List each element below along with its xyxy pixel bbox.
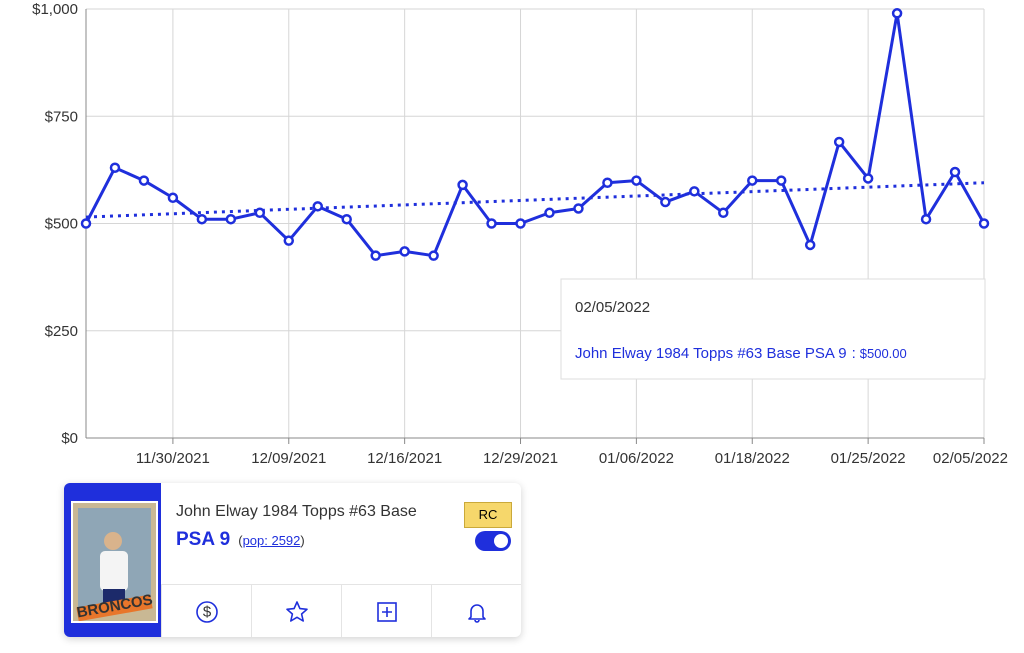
point bbox=[602, 177, 613, 188]
y-tick-label: $250 bbox=[45, 323, 78, 340]
point bbox=[689, 186, 700, 197]
point bbox=[544, 207, 555, 219]
chart: $0 $250 $500 $750 $1,000 11/30/2021 12/09/2021… bbox=[32, 1, 1008, 467]
y-tick-label: $1,000 bbox=[32, 1, 78, 18]
x-tick-label: 11/30/2021 bbox=[136, 450, 210, 467]
x-tick-label: 12/29/2021 bbox=[483, 450, 558, 467]
toggle[interactable] bbox=[475, 531, 511, 551]
point bbox=[978, 218, 990, 229]
point bbox=[573, 203, 584, 214]
point bbox=[862, 173, 874, 184]
point bbox=[109, 162, 121, 173]
point bbox=[167, 192, 179, 204]
rc-badge: RC bbox=[464, 502, 512, 528]
pop-close: ) bbox=[300, 533, 305, 548]
point bbox=[283, 235, 295, 246]
point bbox=[631, 175, 642, 186]
pop-link[interactable]: pop: 2592 bbox=[242, 533, 301, 548]
price-icon: $ bbox=[195, 600, 218, 623]
point bbox=[920, 213, 932, 225]
point bbox=[515, 218, 526, 229]
point bbox=[399, 246, 410, 257]
x-tick-label: 12/16/2021 bbox=[367, 450, 442, 467]
tooltip-separator: : bbox=[852, 345, 856, 362]
point bbox=[428, 250, 439, 261]
point bbox=[718, 207, 729, 219]
card-side: BRONCOS bbox=[64, 483, 161, 637]
point bbox=[138, 175, 150, 186]
point bbox=[486, 218, 497, 229]
add-button[interactable] bbox=[341, 585, 431, 637]
star-icon bbox=[285, 600, 308, 622]
card-grade: PSA 9 bbox=[176, 529, 231, 550]
bell-icon bbox=[467, 603, 486, 623]
point bbox=[225, 213, 237, 225]
y-tick-label: $0 bbox=[61, 430, 78, 447]
x-tick-label: 01/06/2022 bbox=[599, 450, 674, 467]
card-grade-row: PSA 9 (pop: 2592) bbox=[176, 529, 417, 551]
tooltip-box bbox=[560, 278, 986, 380]
add-icon bbox=[376, 601, 397, 622]
x-tick-label: 02/05/2022 bbox=[933, 450, 1008, 467]
point bbox=[660, 196, 671, 208]
point bbox=[254, 207, 266, 219]
x-tick-label: 12/09/2021 bbox=[251, 450, 326, 467]
card-info: John Elway 1984 Topps #63 Base PSA 9 (pop… bbox=[176, 503, 417, 551]
icon-row: $ bbox=[161, 584, 521, 637]
y-tick-label: $750 bbox=[45, 108, 78, 125]
tooltip-series: John Elway 1984 Topps #63 Base PSA 9 bbox=[575, 345, 847, 362]
tooltip-value: $500.00 bbox=[860, 346, 907, 361]
star-button[interactable] bbox=[251, 585, 341, 637]
dollar-glyph: $ bbox=[202, 603, 211, 620]
point bbox=[80, 218, 92, 229]
price-button[interactable]: $ bbox=[161, 585, 251, 637]
point bbox=[370, 250, 381, 261]
series-line bbox=[84, 11, 986, 258]
point bbox=[341, 213, 352, 225]
y-tick-label: $500 bbox=[45, 216, 78, 233]
point bbox=[747, 175, 758, 186]
point bbox=[775, 175, 787, 186]
card-image: BRONCOS bbox=[71, 501, 158, 623]
point bbox=[457, 179, 468, 191]
point bbox=[312, 201, 323, 212]
x-tick-label: 01/18/2022 bbox=[715, 450, 790, 467]
pop-open: ( bbox=[238, 533, 243, 548]
point bbox=[949, 166, 961, 178]
card-art: BRONCOS bbox=[73, 503, 156, 621]
x-tick-label: 01/25/2022 bbox=[831, 450, 906, 467]
point bbox=[891, 8, 903, 19]
point bbox=[833, 136, 845, 148]
tooltip-date: 02/05/2022 bbox=[575, 299, 650, 316]
card-title: John Elway 1984 Topps #63 Base bbox=[176, 503, 417, 520]
trend-line bbox=[85, 181, 985, 219]
card: BRONCOS John Elway 1984 Topps #63 Base P… bbox=[64, 483, 521, 637]
pop: (pop: 2592) bbox=[238, 533, 305, 548]
alert-button[interactable] bbox=[431, 585, 521, 637]
tooltip-entry: John Elway 1984 Topps #63 Base PSA 9: $50… bbox=[575, 345, 907, 362]
point bbox=[196, 213, 208, 225]
tooltip: 02/05/2022 John Elway 1984 Topps #63 Base… bbox=[560, 278, 986, 380]
point bbox=[804, 239, 816, 251]
